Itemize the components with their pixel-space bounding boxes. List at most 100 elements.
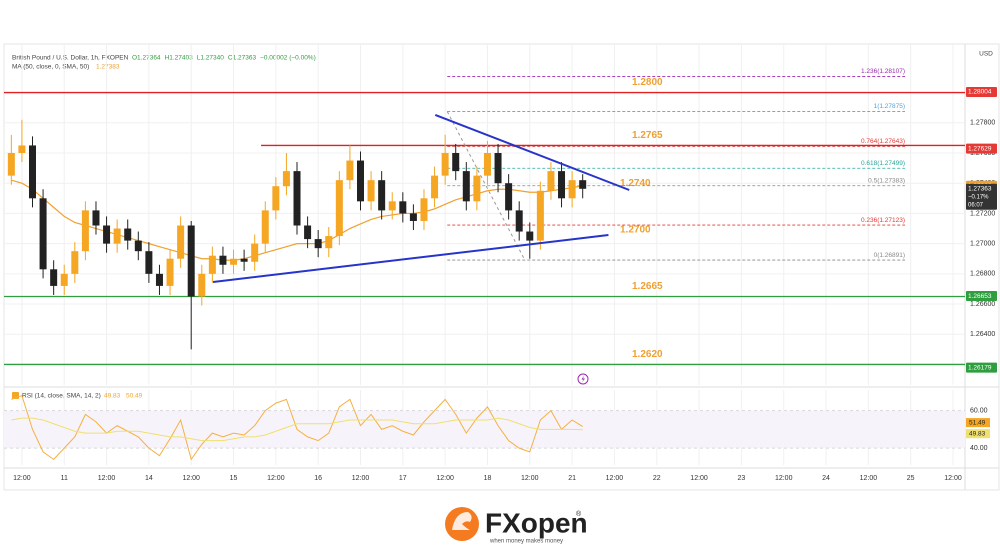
fib-label: 0.764(1.27643) — [861, 138, 905, 145]
candle-body — [124, 228, 132, 241]
candle-body — [378, 180, 386, 211]
candle-body — [198, 273, 206, 297]
x-tick-label: 12:00 — [98, 475, 116, 482]
rsi-band — [4, 410, 965, 449]
candle-body — [536, 190, 544, 241]
header-value: C1.27363 — [228, 55, 257, 62]
fib-label: 0.618(1.27499) — [861, 160, 905, 167]
chart-frame — [3, 43, 1000, 491]
level-label: 1.2620 — [632, 349, 663, 360]
rsi-header-value: 49.83 — [104, 393, 121, 400]
y-tick-label: 1.27800 — [970, 120, 995, 127]
candle-body — [293, 171, 301, 226]
candle-body — [335, 180, 343, 237]
candle-body — [304, 225, 312, 240]
candle-body — [388, 201, 396, 211]
candle-body — [367, 180, 375, 202]
candle-body — [50, 269, 58, 286]
fib-label: 0.236(1.27123) — [861, 217, 905, 224]
rsi-tick-label: 40.00 — [970, 445, 988, 452]
x-tick-label: 16 — [314, 475, 322, 482]
header-value: H1.27403 — [165, 55, 194, 62]
candle-body — [145, 251, 153, 274]
fib-label: 0(1.26891) — [874, 252, 905, 259]
candle-body — [272, 186, 280, 211]
x-tick-label: 25 — [907, 475, 915, 482]
x-tick-label: 15 — [230, 475, 238, 482]
rsi-header-value: 50.49 — [126, 393, 143, 400]
candle-body — [113, 228, 121, 244]
candle-body — [166, 258, 174, 286]
candle-body — [92, 210, 100, 226]
rsi-tag-label: 49.83 — [969, 430, 986, 437]
price-tag — [966, 86, 997, 97]
candle-body — [399, 201, 407, 214]
candle-body — [81, 210, 89, 252]
level-label: 1.2700 — [620, 224, 651, 235]
fib-label: 0.5(1.27383) — [868, 177, 905, 184]
price-tag — [966, 143, 997, 154]
level-label: 1.2765 — [632, 130, 663, 141]
level-label: 1.2740 — [620, 178, 651, 189]
y-tick-label: 1.26600 — [970, 301, 995, 308]
x-tick-label: 12:00 — [606, 475, 624, 482]
price-tag — [966, 362, 997, 373]
candle-body — [409, 213, 417, 221]
price-tag — [966, 291, 997, 302]
lightning-icon — [577, 373, 589, 385]
candle-body — [7, 152, 15, 176]
candle-body — [505, 183, 513, 211]
rsi-tag — [966, 429, 990, 439]
header-value: O1.27364 — [132, 55, 161, 62]
candle-body — [134, 240, 142, 252]
trend-line — [434, 114, 630, 191]
header: British Pound / U.S. Dollar, 1h, FXOPEN … — [12, 55, 316, 400]
x-tick-label: 17 — [399, 475, 407, 482]
candle-body — [462, 171, 470, 202]
price-tag — [966, 183, 997, 210]
candle-body — [177, 225, 185, 259]
candle-body — [515, 210, 523, 232]
candle-body — [28, 145, 36, 199]
fib-label: 1.236(1.28107) — [861, 68, 905, 75]
candle-body — [60, 273, 68, 286]
candle-body — [155, 273, 163, 286]
candle-body — [356, 160, 364, 202]
candle-body — [494, 152, 502, 184]
candle-body — [452, 152, 460, 172]
rsi-tick-label: 60.00 — [970, 407, 988, 414]
candle-body — [483, 152, 491, 176]
price-tag-label: 1.26179 — [968, 364, 992, 371]
price-tag-label: 1.27629 — [968, 145, 992, 152]
x-tick-label: 12:00 — [690, 475, 708, 482]
x-tick-label: 24 — [822, 475, 830, 482]
candle-body — [526, 231, 534, 241]
candle-body — [346, 160, 354, 181]
x-tick-label: 12:00 — [944, 475, 962, 482]
header-value: L1.27340 — [197, 55, 224, 62]
x-tick-label: 14 — [145, 475, 153, 482]
candle-body — [39, 198, 47, 270]
trend-line — [212, 234, 609, 283]
candle-body — [314, 239, 322, 249]
y-tick-label: 1.26800 — [970, 271, 995, 278]
rsi-tag — [966, 418, 990, 428]
level-label: 1.2665 — [632, 281, 663, 292]
y-tick-label: 1.26400 — [970, 331, 995, 338]
x-tick-label: 22 — [653, 475, 661, 482]
logo: FXopen ® when money makes money — [445, 507, 588, 545]
logo-brand: FXopen — [485, 507, 588, 538]
x-tick-label: 12:00 — [13, 475, 31, 482]
x-tick-label: 12:00 — [352, 475, 370, 482]
x-tick-label: 12:00 — [436, 475, 454, 482]
candle-body — [219, 255, 227, 265]
candle-body — [547, 171, 555, 191]
candle-body — [282, 171, 290, 187]
candle-body — [208, 255, 216, 274]
candle-body — [187, 225, 195, 297]
candle-body — [441, 152, 449, 176]
candle-body — [230, 258, 238, 265]
candle-body — [325, 236, 333, 249]
fib-label: 1(1.27875) — [874, 103, 905, 110]
price-tag-label: 1.27363 — [968, 186, 992, 193]
